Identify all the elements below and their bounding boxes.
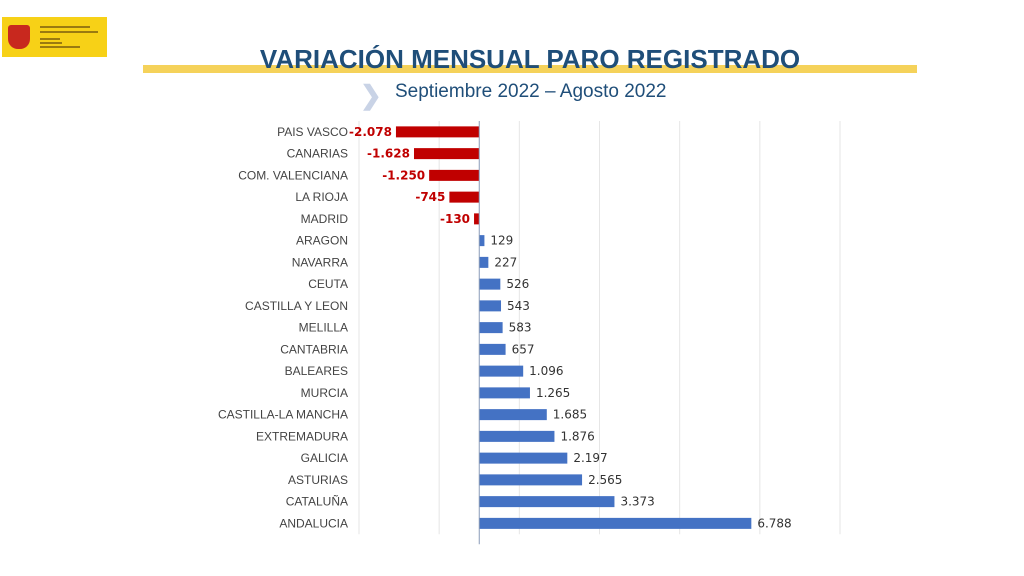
category-label: MURCIA	[301, 386, 348, 400]
category-label: CASTILLA Y LEON	[245, 299, 348, 313]
data-label: 2.565	[588, 473, 622, 487]
data-label: 1.685	[553, 408, 587, 422]
bar	[449, 191, 480, 203]
page-title: VARIACIÓN MENSUAL PARO REGISTRADO	[259, 44, 801, 74]
bar	[479, 430, 555, 442]
category-label: LA RIOJA	[295, 190, 348, 204]
category-label: CEUTA	[308, 277, 348, 291]
government-logo	[2, 17, 107, 57]
bar	[479, 496, 615, 508]
data-label: 543	[507, 299, 530, 313]
data-label: 1.096	[529, 364, 563, 378]
bar	[479, 365, 524, 377]
category-label: CANARIAS	[287, 147, 348, 161]
category-label: NAVARRA	[292, 255, 348, 269]
subtitle: Septiembre 2022 – Agosto 2022	[395, 81, 667, 102]
category-label: PAIS VASCO	[277, 125, 348, 139]
bar	[479, 322, 503, 334]
category-label: CANTABRIA	[280, 342, 348, 356]
bar	[479, 409, 547, 421]
category-label: MELILLA	[299, 321, 348, 335]
bar	[479, 235, 485, 247]
bar	[395, 126, 480, 138]
category-label: GALICIA	[301, 451, 348, 465]
title-underline	[143, 65, 917, 73]
bar	[479, 278, 501, 290]
data-label: -130	[440, 212, 470, 226]
bar	[479, 517, 752, 529]
category-label: CASTILLA-LA MANCHA	[218, 408, 348, 422]
data-label: 1.876	[560, 429, 594, 443]
bar	[479, 300, 502, 312]
data-label: -1.250	[382, 168, 425, 182]
bar	[479, 387, 530, 399]
bar	[479, 474, 583, 486]
data-label: 6.788	[757, 516, 791, 530]
data-label: -2.078	[349, 125, 392, 139]
bar	[474, 213, 480, 225]
category-label: EXTREMADURA	[256, 429, 348, 443]
data-label: 583	[509, 321, 532, 335]
bar	[479, 256, 489, 268]
category-label: ARAGON	[296, 234, 348, 248]
data-label: 657	[512, 342, 535, 356]
bar	[413, 148, 480, 160]
category-label: MADRID	[301, 212, 349, 226]
category-label: COM. VALENCIANA	[238, 168, 348, 182]
category-label: CATALUÑA	[286, 495, 348, 509]
data-label: -745	[415, 190, 445, 204]
bar	[429, 169, 480, 181]
data-label: 2.197	[573, 451, 607, 465]
data-label: 129	[490, 234, 513, 248]
category-label: ASTURIAS	[288, 473, 348, 487]
bar	[479, 452, 568, 464]
data-label: 526	[506, 277, 529, 291]
category-label: BALEARES	[285, 364, 348, 378]
data-label: 1.265	[536, 386, 570, 400]
data-label: 227	[494, 255, 517, 269]
bar	[479, 343, 506, 355]
chevron-right-icon: ❯	[360, 80, 382, 110]
data-label: 3.373	[620, 495, 654, 509]
data-label: -1.628	[367, 147, 410, 161]
category-label: ANDALUCIA	[279, 516, 348, 530]
coat-of-arms-icon	[8, 25, 30, 49]
